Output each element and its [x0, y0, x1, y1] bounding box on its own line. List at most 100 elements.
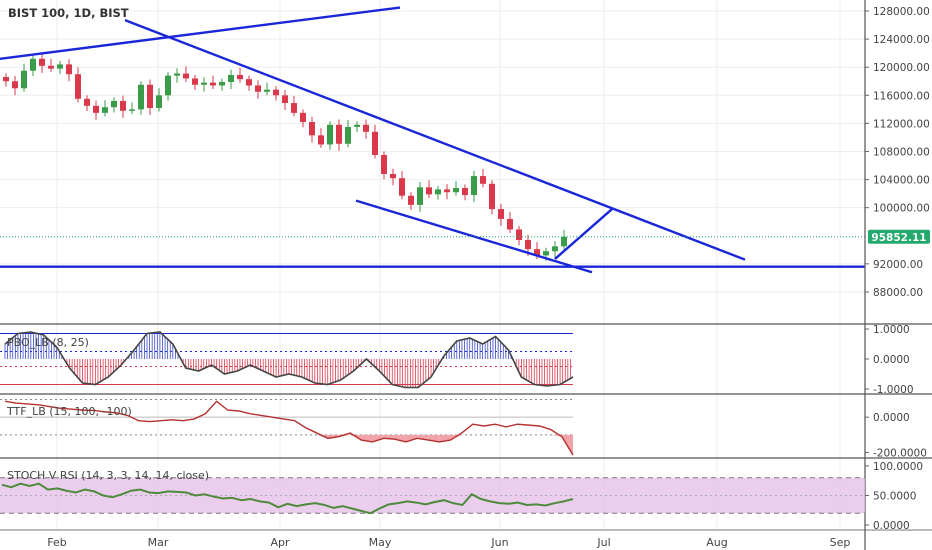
ttf-fill	[417, 434, 429, 441]
candle-body	[498, 209, 504, 219]
pbo-indicator-pane[interactable]	[0, 331, 574, 389]
ttf-fill	[394, 434, 406, 442]
candle-body	[552, 246, 558, 252]
candle-body	[390, 173, 396, 179]
price-tick-label: 100000.00	[873, 203, 930, 215]
candle-body	[12, 81, 18, 89]
candle-body	[336, 124, 342, 144]
ttf-line	[4, 400, 574, 456]
ttf-fill	[405, 434, 418, 442]
price-tick-label: 124000.00	[873, 34, 930, 46]
trendline-upper-channel	[0, 6, 401, 60]
candle-body	[147, 84, 153, 108]
candle-body	[480, 176, 486, 184]
candle-body	[57, 64, 63, 69]
candle-body	[543, 251, 549, 256]
time-tick-label: Mar	[148, 536, 169, 549]
candle-body	[84, 98, 90, 106]
candle-body	[75, 74, 81, 99]
candle-body	[516, 229, 522, 240]
stoch-rsi-pane[interactable]	[0, 477, 865, 515]
candle-body	[471, 176, 477, 196]
indicator-tick-label: 0.0000	[873, 412, 910, 424]
ttf-fill	[450, 434, 462, 441]
candle-body	[120, 100, 126, 111]
candle-body	[354, 124, 360, 127]
candle-body	[318, 135, 324, 145]
indicator-tick-label: -200.0000	[873, 447, 927, 459]
candle-body	[507, 218, 513, 230]
indicator-tick-label: 50.0000	[873, 490, 916, 502]
price-tick-label: 128000.00	[873, 6, 930, 18]
candle-body	[201, 82, 207, 85]
candle-body	[3, 77, 9, 82]
candle-body	[66, 64, 72, 75]
stoch-title: STOCH V RSI (14, 3, 3, 14, 14, close)	[7, 469, 209, 482]
candle-body	[372, 131, 378, 155]
candle-body	[264, 89, 270, 92]
price-axis[interactable]: 128000.00 124000.00 120000.00 116000.00 1120…	[865, 6, 930, 532]
candle-body	[111, 100, 117, 108]
candle-body	[219, 81, 225, 86]
last-price-badge: 95852.11	[868, 229, 930, 244]
time-tick-label: Aug	[706, 536, 727, 549]
trendline-descending-upper	[124, 19, 746, 261]
candle-body	[345, 126, 351, 144]
candle-body	[48, 65, 54, 69]
candle-body	[444, 189, 450, 193]
pbo-line	[4, 331, 574, 389]
ttf-indicator-pane[interactable]	[0, 399, 574, 456]
ttf-fill	[350, 434, 362, 441]
candle-body	[30, 58, 36, 71]
price-tick-label: 88000.00	[873, 287, 923, 299]
candle-body	[156, 95, 162, 108]
candle-body	[192, 78, 198, 85]
candle-body	[363, 124, 369, 132]
candle-body	[417, 187, 423, 205]
indicator-tick-label: -1.0000	[873, 384, 914, 396]
candle-body	[165, 75, 171, 96]
candle-body	[174, 73, 180, 76]
gridlines	[0, 0, 865, 530]
candle-body	[561, 236, 567, 247]
candle-body	[246, 79, 252, 86]
candle-body	[291, 103, 297, 113]
indicator-tick-label: 100.0000	[873, 461, 923, 473]
time-tick-label: Jun	[490, 536, 508, 549]
indicator-tick-label: 1.0000	[873, 324, 910, 336]
price-tick-label: 120000.00	[873, 62, 930, 74]
candle-body	[210, 82, 216, 86]
candle-body	[183, 73, 189, 79]
stoch-line	[1, 482, 574, 515]
candle-body	[309, 121, 315, 136]
candle-body	[426, 187, 432, 195]
price-tick-label: 92000.00	[873, 259, 923, 271]
indicator-tick-label: 0.0000	[873, 520, 910, 532]
candle-body	[138, 84, 144, 110]
candle-body	[399, 178, 405, 196]
candle-body	[282, 95, 288, 104]
candle-body	[408, 195, 414, 205]
time-axis[interactable]: Feb Mar Apr May Jun Jul Aug Sep	[47, 536, 850, 549]
candle-body	[453, 188, 459, 193]
candle-body	[129, 109, 135, 111]
candle-body	[93, 105, 99, 113]
price-tick-label: 104000.00	[873, 175, 930, 187]
candle-body	[39, 58, 45, 66]
candle-body	[273, 89, 279, 96]
last-price-value: 95852.11	[871, 232, 926, 244]
candle-body	[102, 107, 108, 113]
price-pane[interactable]	[0, 6, 865, 274]
candle-body	[381, 155, 387, 174]
price-tick-label: 108000.00	[873, 146, 930, 158]
ttf-fill	[372, 434, 384, 442]
price-tick-label: 112000.00	[873, 118, 930, 130]
candle-body	[489, 183, 495, 210]
time-tick-label: May	[369, 536, 392, 549]
candle-body	[534, 249, 540, 256]
candle-body	[525, 239, 531, 250]
candle-body	[237, 74, 243, 80]
time-tick-label: Sep	[830, 536, 851, 549]
